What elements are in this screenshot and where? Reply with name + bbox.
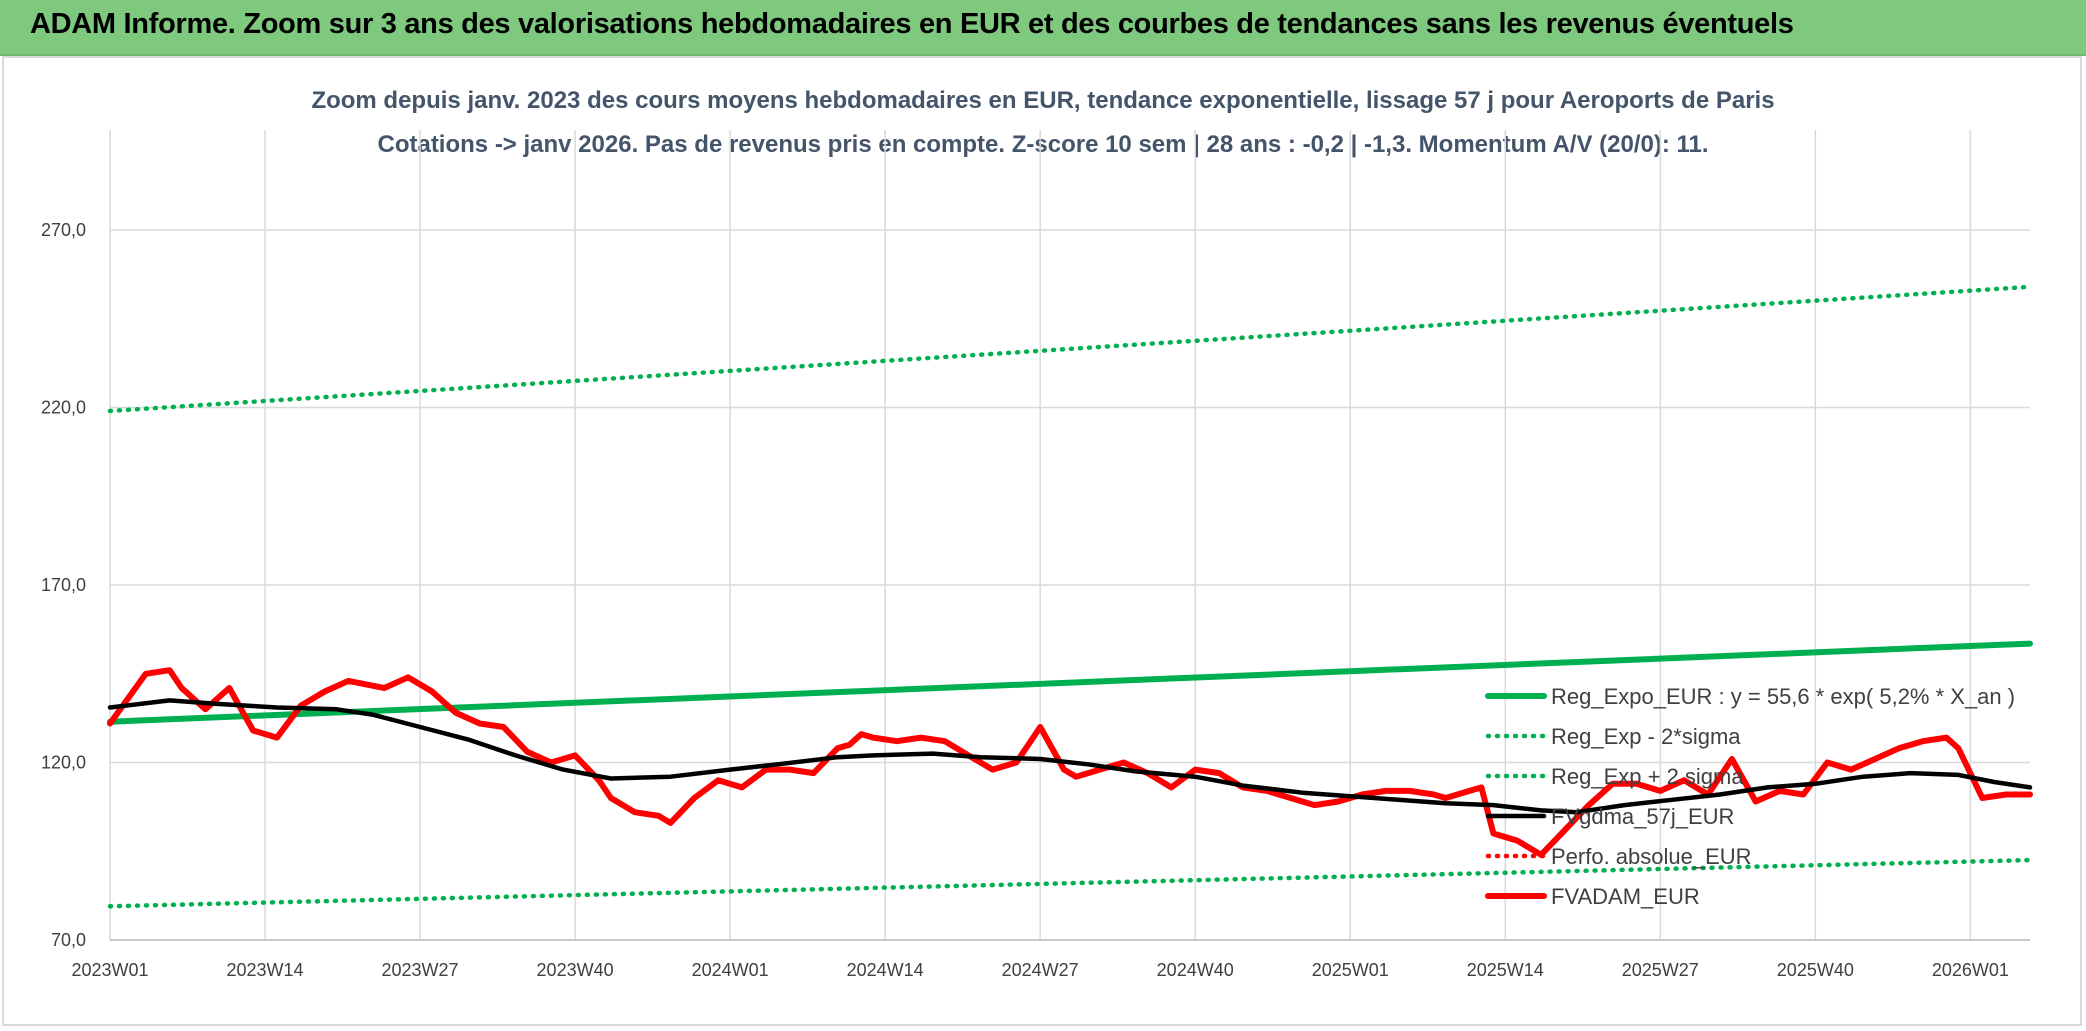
chart-title: Zoom depuis janv. 2023 des cours moyens …	[311, 87, 1774, 114]
x-tick-label: 2025W14	[1467, 960, 1544, 980]
y-axis-ticks: 70,0 120,0 170,0 220,0 270,0	[41, 220, 86, 950]
plot-series	[107, 284, 2033, 909]
y-tick-label: 270,0	[41, 220, 86, 240]
legend-label: Reg_Exp + 2 sigma	[1551, 764, 1744, 789]
y-tick-label: 220,0	[41, 398, 86, 418]
series-line-0	[107, 640, 2033, 725]
report-banner: ADAM Informe. Zoom sur 3 ans des valoris…	[0, 0, 2086, 56]
legend-label: FVADAM_EUR	[1551, 884, 1700, 909]
y-tick-label: 70,0	[51, 930, 86, 950]
x-tick-label: 2023W01	[71, 960, 148, 980]
x-tick-label: 2026W01	[1932, 960, 2009, 980]
x-tick-label: 2025W40	[1777, 960, 1854, 980]
legend-label: Reg_Expo_EUR : y = 55,6 * exp( 5,2% * X_…	[1551, 684, 2015, 709]
x-tick-label: 2024W01	[692, 960, 769, 980]
report-title: ADAM Informe. Zoom sur 3 ans des valoris…	[30, 8, 1794, 40]
x-axis-ticks: 2023W01 2023W14 2023W27 2023W40 2024W01 2024W…	[71, 960, 2008, 980]
x-tick-label: 2024W27	[1002, 960, 1079, 980]
grid-lines	[109, 130, 2030, 941]
x-tick-label: 2023W14	[226, 960, 303, 980]
series-line-5	[107, 667, 2033, 858]
x-tick-label: 2023W27	[382, 960, 459, 980]
legend-label: FVgdma_57j_EUR	[1551, 804, 1734, 829]
legend-label: Reg_Exp - 2*sigma	[1551, 724, 1741, 749]
series-line-1	[107, 857, 2033, 909]
y-tick-label: 120,0	[41, 753, 86, 773]
x-tick-label: 2024W40	[1157, 960, 1234, 980]
x-tick-label: 2023W40	[537, 960, 614, 980]
chart-legend: Reg_Expo_EUR : y = 55,6 * exp( 5,2% * X_…	[1485, 684, 2015, 909]
y-tick-label: 170,0	[41, 575, 86, 595]
x-tick-label: 2024W14	[847, 960, 924, 980]
series-line-3	[107, 698, 2033, 815]
series-line-2	[107, 284, 2033, 414]
x-tick-label: 2025W27	[1622, 960, 1699, 980]
legend-label: Perfo. absolue_EUR	[1551, 844, 1752, 869]
chart-subtitle: Cotations -> janv 2026. Pas de revenus p…	[377, 131, 1708, 158]
x-tick-label: 2025W01	[1312, 960, 1389, 980]
chart-frame	[2, 56, 2082, 1026]
